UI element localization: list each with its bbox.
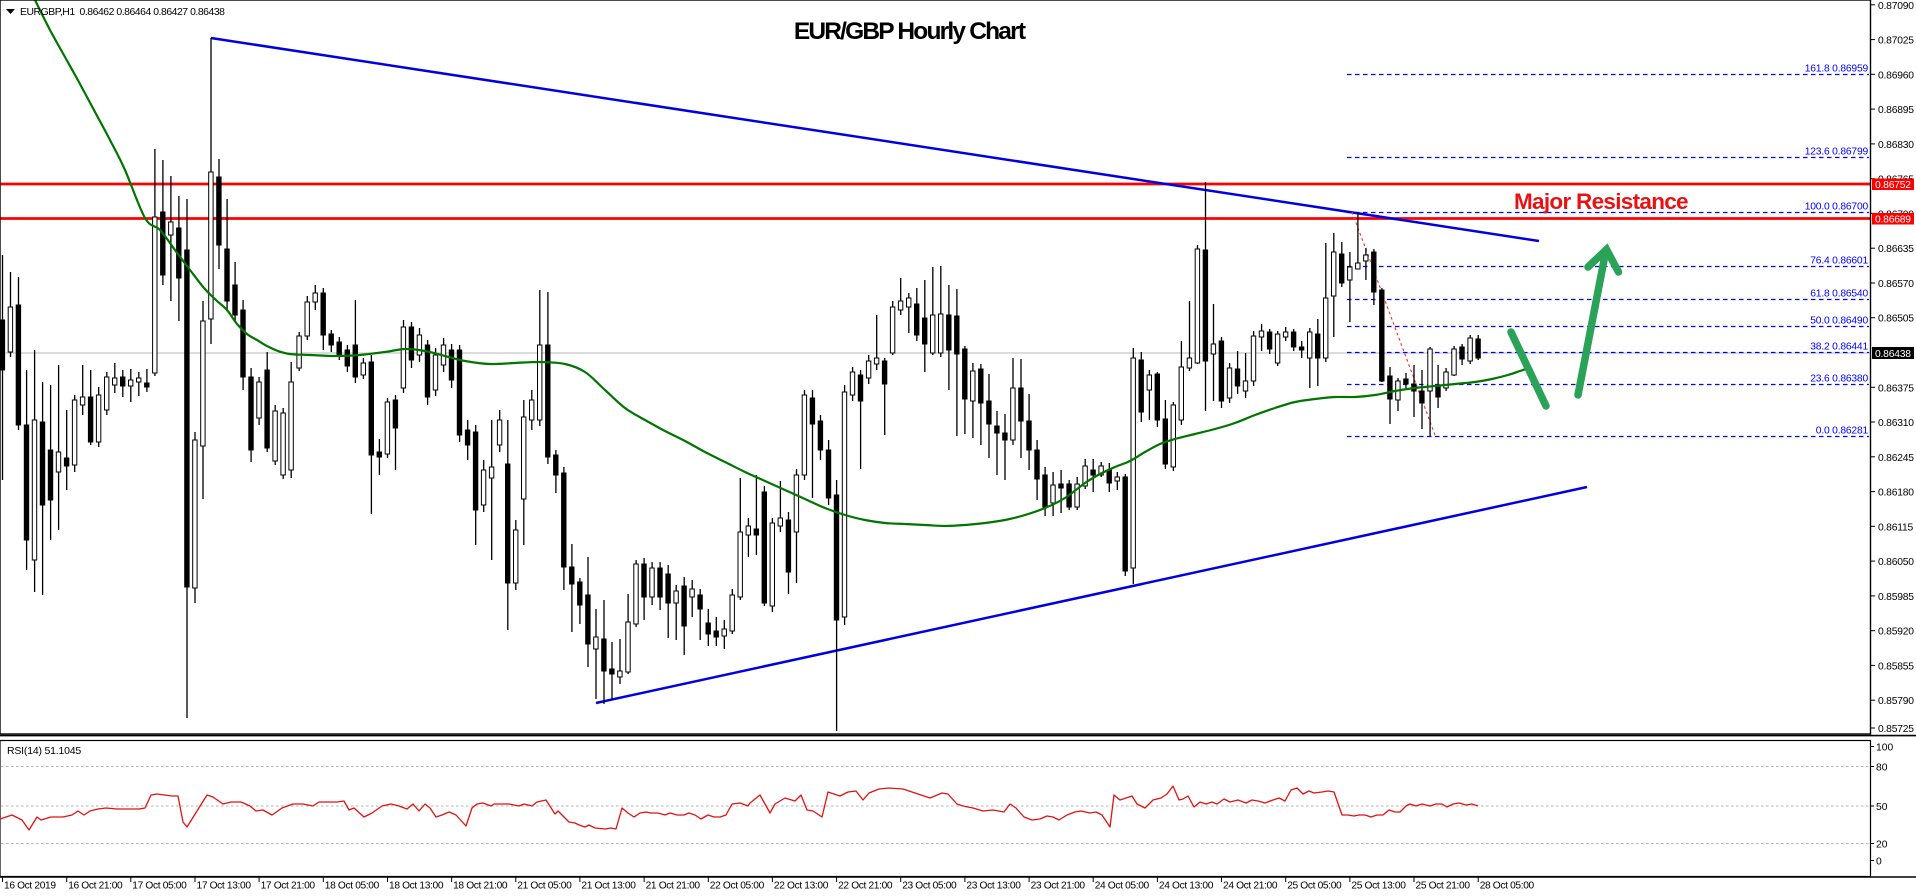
svg-text:0.86180: 0.86180 <box>1878 488 1914 499</box>
svg-text:21 Oct 21:00: 21 Oct 21:00 <box>646 881 701 892</box>
svg-text:Major Resistance: Major Resistance <box>1514 189 1688 214</box>
svg-text:100.0 0.86700: 100.0 0.86700 <box>1805 202 1869 213</box>
svg-text:0.86050: 0.86050 <box>1878 557 1914 568</box>
svg-text:21 Oct 05:00: 21 Oct 05:00 <box>517 881 572 892</box>
svg-text:123.6 0.86799: 123.6 0.86799 <box>1805 147 1869 158</box>
svg-text:23.6 0.86380: 23.6 0.86380 <box>1810 374 1868 385</box>
svg-text:0.85985: 0.85985 <box>1878 592 1914 603</box>
svg-text:17 Oct 21:00: 17 Oct 21:00 <box>261 881 316 892</box>
svg-text:28 Oct 05:00: 28 Oct 05:00 <box>1480 881 1535 892</box>
svg-text:24 Oct 13:00: 24 Oct 13:00 <box>1159 881 1214 892</box>
svg-text:0.86830: 0.86830 <box>1878 140 1914 151</box>
svg-text:100: 100 <box>1876 743 1893 754</box>
svg-text:0.85725: 0.85725 <box>1878 724 1914 735</box>
svg-text:0.86960: 0.86960 <box>1878 70 1914 81</box>
svg-text:0.86752: 0.86752 <box>1875 180 1911 191</box>
svg-text:61.8 0.86540: 61.8 0.86540 <box>1810 289 1868 300</box>
svg-text:18 Oct 05:00: 18 Oct 05:00 <box>325 881 380 892</box>
svg-text:20: 20 <box>1876 840 1888 851</box>
svg-text:EUR/GBP Hourly Chart: EUR/GBP Hourly Chart <box>794 18 1026 45</box>
svg-text:0.86375: 0.86375 <box>1878 383 1914 394</box>
svg-text:0.85855: 0.85855 <box>1878 661 1914 672</box>
svg-text:25 Oct 05:00: 25 Oct 05:00 <box>1287 881 1342 892</box>
svg-text:0.86570: 0.86570 <box>1878 279 1914 290</box>
svg-text:24 Oct 21:00: 24 Oct 21:00 <box>1223 881 1278 892</box>
svg-text:17 Oct 05:00: 17 Oct 05:00 <box>132 881 187 892</box>
svg-text:18 Oct 13:00: 18 Oct 13:00 <box>389 881 444 892</box>
svg-text:0.86310: 0.86310 <box>1878 418 1914 429</box>
svg-text:0.85790: 0.85790 <box>1878 696 1914 707</box>
svg-text:22 Oct 05:00: 22 Oct 05:00 <box>710 881 765 892</box>
svg-text:80: 80 <box>1876 763 1888 774</box>
svg-text:25 Oct 21:00: 25 Oct 21:00 <box>1416 881 1471 892</box>
svg-text:24 Oct 05:00: 24 Oct 05:00 <box>1095 881 1150 892</box>
svg-text:18 Oct 21:00: 18 Oct 21:00 <box>453 881 508 892</box>
svg-text:0.86895: 0.86895 <box>1878 105 1914 116</box>
svg-text:23 Oct 13:00: 23 Oct 13:00 <box>966 881 1021 892</box>
svg-text:22 Oct 13:00: 22 Oct 13:00 <box>774 881 829 892</box>
svg-text:0.85920: 0.85920 <box>1878 627 1914 638</box>
svg-text:EURGBP,H1 0.86462 0.86464 0.8: EURGBP,H1 0.86462 0.86464 0.86427 0.8643… <box>20 7 225 18</box>
svg-text:16 Oct 2019: 16 Oct 2019 <box>4 881 56 892</box>
svg-text:23 Oct 05:00: 23 Oct 05:00 <box>902 881 957 892</box>
svg-text:0: 0 <box>1876 857 1882 868</box>
svg-text:0.87025: 0.87025 <box>1878 36 1914 47</box>
svg-text:21 Oct 13:00: 21 Oct 13:00 <box>581 881 636 892</box>
svg-text:0.86245: 0.86245 <box>1878 453 1914 464</box>
svg-text:17 Oct 13:00: 17 Oct 13:00 <box>197 881 252 892</box>
svg-text:0.86438: 0.86438 <box>1875 349 1911 360</box>
svg-text:25 Oct 13:00: 25 Oct 13:00 <box>1351 881 1406 892</box>
svg-text:50.0 0.86490: 50.0 0.86490 <box>1810 316 1868 327</box>
svg-text:0.87090: 0.87090 <box>1878 1 1914 12</box>
svg-text:0.86505: 0.86505 <box>1878 314 1914 325</box>
svg-text:22 Oct 21:00: 22 Oct 21:00 <box>838 881 893 892</box>
svg-text:16 Oct 21:00: 16 Oct 21:00 <box>68 881 123 892</box>
svg-text:0.86115: 0.86115 <box>1878 522 1914 533</box>
svg-text:38.2 0.86441: 38.2 0.86441 <box>1810 342 1868 353</box>
svg-text:0.0 0.86281: 0.0 0.86281 <box>1816 426 1869 437</box>
svg-text:23 Oct 21:00: 23 Oct 21:00 <box>1031 881 1086 892</box>
svg-text:RSI(14) 51.1045: RSI(14) 51.1045 <box>7 745 81 757</box>
svg-text:76.4 0.86601: 76.4 0.86601 <box>1810 256 1868 267</box>
svg-text:0.86635: 0.86635 <box>1878 244 1914 255</box>
svg-text:161.8 0.86959: 161.8 0.86959 <box>1805 64 1869 75</box>
svg-text:0.86689: 0.86689 <box>1875 214 1911 225</box>
svg-text:50: 50 <box>1876 802 1888 813</box>
